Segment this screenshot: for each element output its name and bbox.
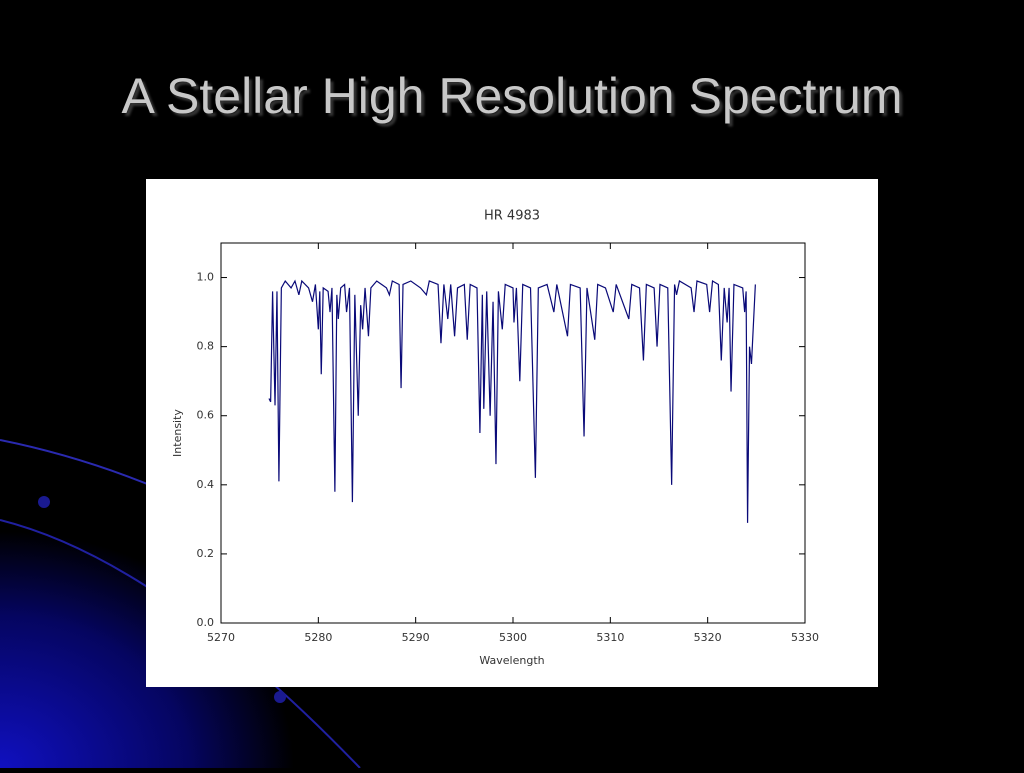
swirl-dot [38,496,50,508]
swirl-dot [274,691,286,703]
x-tick-label: 5270 [207,631,235,644]
chart-title: HR 4983 [484,209,540,224]
y-axis-label: Intensity [171,409,184,457]
y-tick-label: 0.4 [197,478,215,491]
x-tick-label: 5290 [402,631,430,644]
y-tick-label: 0.6 [197,409,215,422]
y-tick-label: 0.0 [197,616,215,629]
x-tick-label: 5310 [596,631,624,644]
spectrum-line [268,279,756,523]
y-tick-label: 0.8 [197,340,215,353]
x-tick-label: 5300 [499,631,527,644]
x-tick-label: 5280 [304,631,332,644]
y-tick-label: 1.0 [197,271,215,284]
slide-title: A Stellar High Resolution Spectrum [122,68,903,124]
x-tick-label: 5330 [791,631,819,644]
y-tick-label: 0.2 [197,547,215,560]
x-tick-label: 5320 [694,631,722,644]
chart-panel [146,179,878,687]
x-axis-label: Wavelength [479,654,544,667]
